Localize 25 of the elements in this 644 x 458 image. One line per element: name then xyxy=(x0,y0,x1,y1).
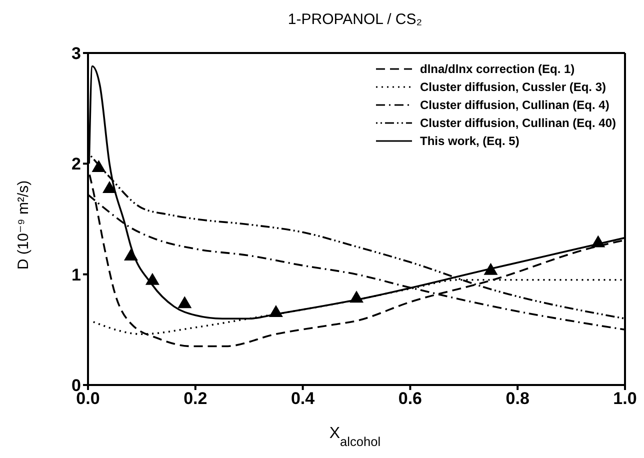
y-tick-label: 1 xyxy=(72,265,81,284)
y-tick-label: 2 xyxy=(72,154,81,174)
point xyxy=(102,181,116,194)
point xyxy=(591,235,606,248)
legend-label: Cluster diffusion, Cussler (Eq. 3) xyxy=(420,80,606,94)
x-axis-title: X$_{alcohol}$ xyxy=(329,425,381,448)
chart-title: 1-PROPANOL / CS₂ xyxy=(288,11,422,28)
x-tick-label: 0.4 xyxy=(290,389,316,408)
x-tick-label: 1.0 xyxy=(613,389,637,408)
point xyxy=(268,304,283,317)
y-axis-title: D (10⁻⁹ m²/s) xyxy=(15,180,32,270)
point xyxy=(145,272,160,285)
legend-label: Cluster diffusion, Cullinan (Eq. 4) xyxy=(420,98,610,112)
legend-label: Cluster diffusion, Cullinan (Eq. 40) xyxy=(420,116,616,130)
x-tick-label: 0.6 xyxy=(398,389,422,408)
legend-label: This work, (Eq. 5) xyxy=(420,134,520,148)
point xyxy=(178,296,192,308)
x-tick-label: 0.2 xyxy=(184,389,208,408)
legend-label: dlna/dlnx correction (Eq. 1) xyxy=(420,62,575,76)
point xyxy=(92,160,106,172)
y-tick-label: 3 xyxy=(72,44,81,64)
point xyxy=(350,290,364,303)
point xyxy=(124,248,138,261)
x-tick-label: 0.8 xyxy=(506,389,530,408)
point xyxy=(484,262,498,275)
